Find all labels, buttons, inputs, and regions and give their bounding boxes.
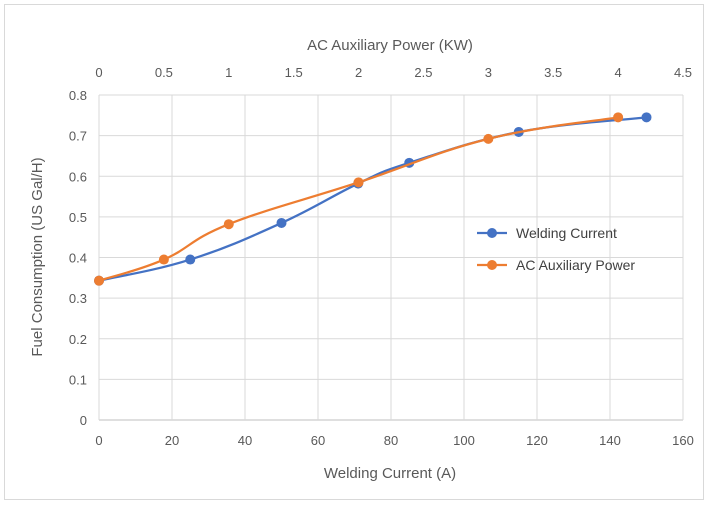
data-point bbox=[613, 112, 624, 123]
y-tick-label: 0.1 bbox=[69, 372, 87, 387]
series-2 bbox=[94, 112, 624, 286]
x-tick-label: 100 bbox=[453, 433, 475, 448]
x-tick-label: 0 bbox=[95, 433, 102, 448]
x2-tick-label: 1 bbox=[225, 65, 232, 80]
x-tick-label: 40 bbox=[238, 433, 252, 448]
y-tick-label: 0.4 bbox=[69, 251, 87, 266]
legend-label: AC Auxiliary Power bbox=[516, 257, 635, 273]
data-point bbox=[94, 275, 104, 286]
x2-tick-label: 2.5 bbox=[414, 65, 432, 80]
gridlines bbox=[98, 94, 684, 421]
x-tick-label: 120 bbox=[526, 433, 548, 448]
y-tick-label: 0 bbox=[80, 413, 87, 428]
y-tick-label: 0.2 bbox=[69, 332, 87, 347]
chart-frame bbox=[4, 4, 704, 500]
x-tick-label: 20 bbox=[165, 433, 179, 448]
x-tick-label: 80 bbox=[384, 433, 398, 448]
y-tick-label: 0.6 bbox=[69, 169, 87, 184]
bottom-axis-title: Welding Current (A) bbox=[324, 465, 456, 482]
data-point bbox=[158, 254, 169, 265]
x2-tick-label: 2 bbox=[355, 65, 362, 80]
y-tick-label: 0.7 bbox=[69, 129, 87, 144]
x2-tick-label: 1.5 bbox=[285, 65, 303, 80]
top-axis-title: AC Auxiliary Power (KW) bbox=[307, 37, 473, 54]
y-tick-label: 0.5 bbox=[69, 210, 87, 225]
data-point bbox=[223, 219, 234, 230]
tick-labels: 00.10.20.30.40.50.60.70.80 20 40 60 80 100 120… bbox=[69, 65, 694, 448]
legend-label: Welding Current bbox=[516, 225, 617, 241]
series bbox=[94, 112, 652, 286]
x-tick-label: 60 bbox=[311, 433, 325, 448]
x2-tick-label: 3 bbox=[485, 65, 492, 80]
x-tick-label: 140 bbox=[599, 433, 621, 448]
x2-tick-label: 0 bbox=[95, 65, 102, 80]
data-point bbox=[185, 254, 196, 265]
legend-swatch-marker bbox=[487, 260, 497, 270]
legend-item: Welding Current bbox=[477, 225, 617, 241]
legend-swatch-marker bbox=[487, 228, 497, 238]
data-point bbox=[353, 177, 364, 188]
legend-item: AC Auxiliary Power bbox=[477, 257, 635, 273]
x2-tick-label: 3.5 bbox=[544, 65, 562, 80]
legend: Welding Current AC Auxiliary Power bbox=[477, 225, 635, 273]
x2-tick-label: 4.5 bbox=[674, 65, 692, 80]
data-point bbox=[483, 133, 494, 144]
y-axis-title: Fuel Consumption (US Gal/H) bbox=[29, 157, 46, 356]
x-tick-label: 160 bbox=[672, 433, 694, 448]
y-tick-label: 0.8 bbox=[69, 88, 87, 103]
x2-tick-label: 0.5 bbox=[155, 65, 173, 80]
data-point bbox=[641, 112, 652, 123]
data-point bbox=[276, 217, 287, 228]
x2-tick-label: 4 bbox=[614, 65, 621, 80]
y-tick-label: 0.3 bbox=[69, 291, 87, 306]
